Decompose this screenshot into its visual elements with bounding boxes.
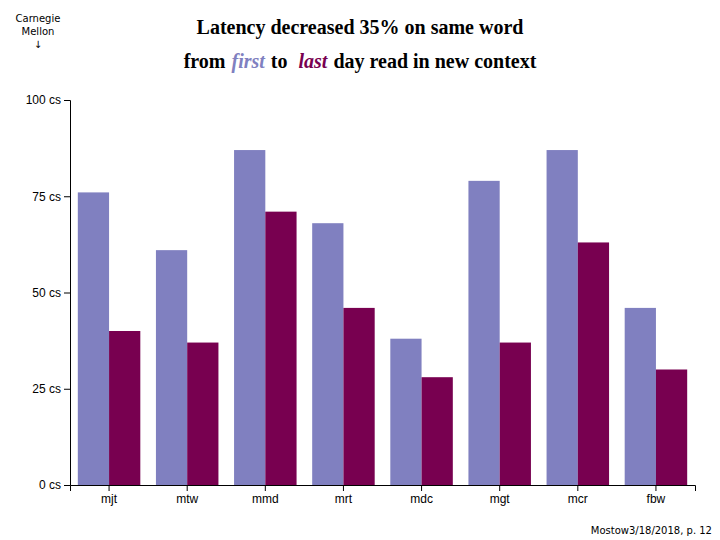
bar bbox=[656, 370, 687, 486]
x-axis-line bbox=[71, 486, 696, 492]
x-tick: mrt bbox=[335, 485, 353, 506]
x-tick-mark bbox=[343, 485, 344, 491]
bar bbox=[625, 308, 656, 485]
subtitle-piece: from bbox=[184, 50, 226, 72]
bar bbox=[234, 150, 265, 485]
bar bbox=[343, 308, 374, 485]
x-tick-label: mdc bbox=[410, 492, 433, 506]
y-tick-label: 100 cs bbox=[26, 93, 61, 107]
bar-series bbox=[109, 212, 687, 485]
y-tick-mark bbox=[64, 293, 70, 294]
x-tick-mark bbox=[109, 485, 110, 491]
bar bbox=[468, 181, 499, 485]
bar bbox=[187, 343, 218, 485]
logo-text: Carnegie bbox=[16, 13, 61, 24]
x-tick-mark bbox=[265, 485, 266, 491]
x-tick: mdc bbox=[410, 485, 433, 506]
y-tick-label: 75 cs bbox=[32, 190, 61, 204]
y-tick-mark bbox=[64, 485, 70, 486]
x-tick: mtw bbox=[176, 485, 198, 506]
x-tick-mark bbox=[499, 485, 500, 491]
x-axis: mjt mtw mmd mrt mdc mgt mcr fbw bbox=[71, 485, 696, 506]
y-tick: 0 cs bbox=[39, 478, 70, 492]
subtitle-piece: first bbox=[231, 50, 266, 73]
x-tick-mark bbox=[577, 485, 578, 491]
y-tick-label: 25 cs bbox=[32, 382, 61, 396]
bar bbox=[109, 331, 140, 485]
x-tick: mcr bbox=[568, 485, 588, 506]
bar bbox=[312, 223, 343, 485]
x-tick-label: mtw bbox=[176, 492, 198, 506]
subtitle: fromfirstto lastday read in new context bbox=[184, 50, 537, 73]
x-tick-label: mgt bbox=[490, 492, 511, 506]
bar bbox=[547, 150, 578, 485]
x-tick-label: mrt bbox=[335, 492, 353, 506]
x-tick-label: mcr bbox=[568, 492, 588, 506]
x-tick-mark bbox=[421, 485, 422, 491]
x-tick-mark bbox=[187, 485, 188, 491]
x-tick: fbw bbox=[647, 485, 666, 506]
x-tick-label: mmd bbox=[252, 492, 279, 506]
y-tick-mark bbox=[64, 389, 70, 390]
y-tick-label: 50 cs bbox=[32, 286, 61, 300]
subtitle-piece: last bbox=[298, 50, 328, 72]
logo-text: Mellon bbox=[22, 26, 55, 37]
y-tick: 100 cs bbox=[26, 93, 70, 107]
bar bbox=[500, 343, 531, 485]
bar bbox=[578, 242, 609, 485]
subtitle-piece: day read in new context bbox=[333, 50, 536, 73]
bar bbox=[78, 192, 109, 485]
y-axis-line bbox=[64, 101, 71, 486]
x-tick-label: mjt bbox=[101, 492, 118, 506]
bar bbox=[390, 339, 421, 485]
x-tick-mark bbox=[655, 485, 656, 491]
title: Latency decreased 35% on same word bbox=[197, 16, 524, 39]
plot: 0 cs 25 cs 50 cs 75 cs 100 cs mjt mtw mmd mrt mdc… bbox=[26, 93, 696, 505]
x-tick: mmd bbox=[252, 485, 279, 506]
y-axis: 0 cs 25 cs 50 cs 75 cs 100 cs bbox=[26, 93, 71, 492]
footnote: Mostow3/18/2018, p. 12 bbox=[591, 525, 712, 536]
y-tick-mark bbox=[64, 196, 70, 197]
bar bbox=[422, 377, 453, 485]
y-tick: 75 cs bbox=[32, 190, 70, 204]
y-tick: 50 cs bbox=[32, 286, 70, 300]
subtitle-piece: to bbox=[271, 50, 293, 72]
x-tick: mgt bbox=[490, 485, 511, 506]
bar bbox=[156, 250, 187, 485]
bar bbox=[265, 212, 296, 485]
x-tick-label: fbw bbox=[647, 492, 666, 506]
chart: Latency decreased 35% on same word fromfi… bbox=[0, 0, 720, 540]
logo-text: ↓ bbox=[34, 39, 42, 50]
y-tick: 25 cs bbox=[32, 382, 70, 396]
y-tick-label: 0 cs bbox=[39, 478, 61, 492]
x-tick: mjt bbox=[101, 485, 118, 506]
bar-series bbox=[78, 150, 656, 485]
y-tick-mark bbox=[64, 100, 70, 101]
bars bbox=[78, 150, 687, 485]
